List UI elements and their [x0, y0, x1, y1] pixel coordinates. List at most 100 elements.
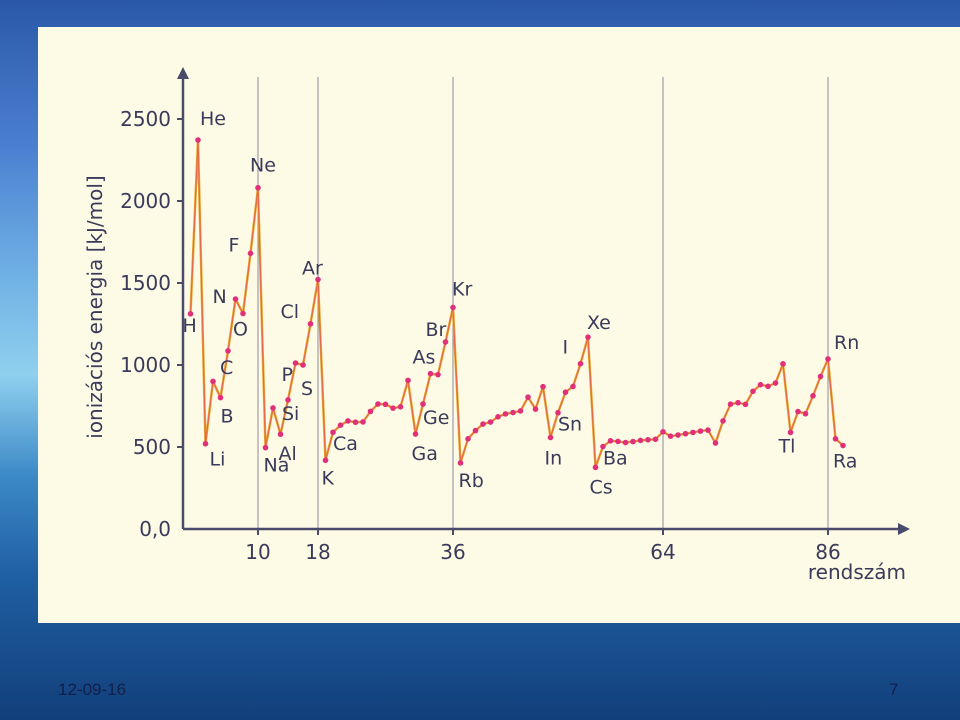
y-tick-label-2000: 2000: [120, 189, 171, 213]
slide-page-number: 7: [889, 680, 899, 699]
data-point-z80: [780, 361, 786, 367]
element-label-tl: Tl: [778, 435, 796, 457]
data-point-z50: [555, 409, 561, 416]
slide-panel: 0,0 500 1000 1500 2000 2500 10 18 36 64 86 ionizáci…: [38, 27, 960, 623]
data-point-z30: [405, 377, 411, 384]
data-point-z12: [270, 405, 276, 411]
data-point-z62: [645, 436, 651, 443]
data-point-z81: [787, 429, 794, 436]
element-label-br: Br: [426, 319, 447, 341]
data-point-z36: [450, 304, 456, 311]
data-point-z41: [487, 419, 494, 425]
x-tick-label-64: 64: [650, 540, 675, 564]
data-point-z6: [225, 348, 231, 354]
data-point-z19: [322, 457, 329, 464]
data-point-z51: [562, 389, 569, 396]
element-label-ge: Ge: [423, 407, 449, 429]
data-point-z87: [832, 436, 839, 442]
data-point-z73: [727, 401, 734, 407]
data-point-z22: [345, 418, 351, 424]
data-point-z11: [262, 444, 269, 451]
data-point-z16: [300, 362, 306, 368]
data-point-z25: [367, 408, 374, 415]
data-point-z35: [442, 339, 449, 345]
data-point-z31: [412, 431, 419, 437]
data-point-z88: [840, 442, 846, 449]
data-point-z84: [810, 393, 816, 399]
data-point-z37: [457, 460, 464, 466]
element-label-as: As: [413, 347, 436, 369]
data-point-z66: [675, 432, 681, 438]
data-point-z21: [337, 422, 344, 428]
data-point-z47: [532, 406, 539, 412]
data-point-z7: [232, 296, 239, 302]
data-point-z34: [435, 371, 441, 378]
element-label-s: S: [301, 378, 313, 400]
data-point-z63: [652, 436, 659, 443]
data-point-z52: [570, 383, 576, 390]
data-point-z27: [382, 401, 389, 408]
data-point-z55: [592, 464, 599, 471]
y-axis-arrow: [177, 67, 189, 79]
x-tick-label-36: 36: [440, 540, 465, 564]
data-point-z9: [247, 250, 254, 257]
element-label-cs: Cs: [590, 476, 613, 498]
y-tick-label-2500: 2500: [120, 107, 171, 131]
y-tick-label-1500: 1500: [120, 271, 171, 295]
element-label-cl: Cl: [281, 301, 300, 323]
element-label-kr: Kr: [452, 278, 472, 300]
data-point-z15: [292, 360, 299, 366]
data-point-z5: [217, 394, 224, 401]
element-label-k: K: [322, 467, 335, 489]
element-label-b: B: [221, 406, 234, 428]
data-point-z78: [765, 383, 771, 390]
element-label-c: C: [220, 357, 233, 379]
data-point-z14: [285, 397, 291, 403]
data-point-z53: [577, 360, 584, 367]
data-point-z67: [682, 430, 689, 437]
element-label-al: Al: [279, 443, 297, 465]
data-point-z26: [375, 401, 381, 407]
data-point-z64: [660, 428, 666, 435]
element-label-ar: Ar: [302, 258, 323, 280]
data-point-z42: [495, 414, 501, 420]
element-label-ra: Ra: [833, 451, 857, 473]
element-label-rn: Rn: [834, 332, 859, 354]
element-label-f: F: [229, 234, 240, 256]
data-point-z76: [750, 388, 756, 395]
x-tick-label-10: 10: [245, 540, 270, 564]
data-point-z17: [307, 321, 314, 327]
data-point-z83: [802, 410, 809, 417]
data-point-z20: [330, 429, 336, 436]
y-tick-label-1000: 1000: [120, 353, 171, 377]
element-label-o: O: [233, 319, 248, 341]
data-point-z28: [390, 405, 396, 411]
data-point-z48: [540, 383, 546, 390]
data-point-z77: [757, 381, 764, 388]
element-label-ba: Ba: [603, 448, 628, 470]
data-point-z65: [667, 433, 674, 439]
element-label-li: Li: [210, 449, 226, 471]
element-label-sn: Sn: [558, 414, 582, 436]
element-label-si: Si: [282, 403, 299, 425]
data-point-z3: [202, 440, 209, 447]
data-point-z75: [742, 401, 749, 408]
element-label-rb: Rb: [459, 470, 484, 492]
element-label-xe: Xe: [587, 312, 611, 334]
data-point-z23: [352, 419, 359, 426]
data-point-z79: [772, 380, 779, 386]
data-point-z40: [480, 421, 486, 427]
element-label-h: H: [183, 315, 197, 337]
element-label-ne: Ne: [250, 155, 276, 177]
data-point-z8: [240, 310, 246, 317]
data-point-z24: [360, 419, 366, 425]
element-label-he: He: [200, 108, 226, 130]
data-point-z74: [735, 399, 741, 406]
data-point-z59: [622, 439, 629, 446]
data-point-z29: [397, 404, 404, 410]
data-point-z45: [517, 408, 524, 414]
data-point-z32: [420, 401, 426, 407]
data-point-z58: [615, 438, 621, 445]
x-axis-arrow: [898, 523, 910, 535]
data-point-z85: [817, 373, 824, 380]
